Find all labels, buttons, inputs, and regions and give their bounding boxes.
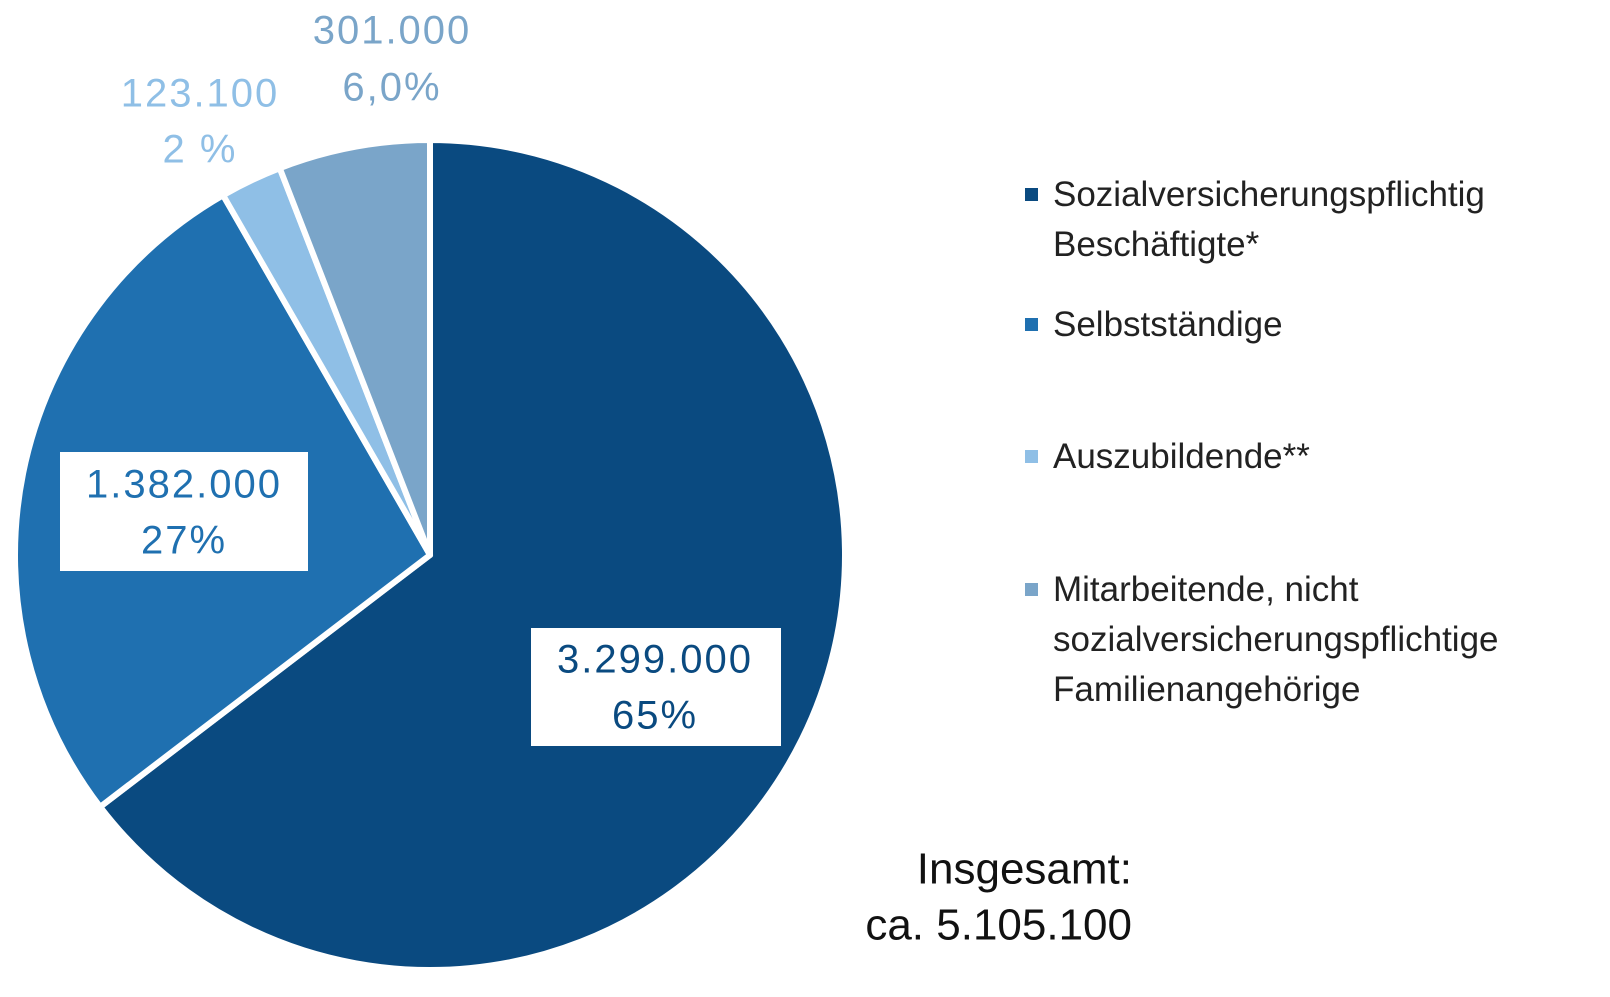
annotation: Insgesamt: [917, 845, 1132, 894]
value-label: 301.000 [313, 9, 472, 53]
percentage-label: 2 % [163, 128, 238, 172]
percentage-label: 6,0% [342, 66, 441, 110]
label-box [531, 628, 781, 746]
label-box [60, 452, 308, 571]
annotation: ca. 5.105.100 [865, 901, 1132, 950]
value-label: 1.382.000 [86, 463, 282, 507]
percentage-label: 65% [612, 694, 698, 738]
legend-label: Sozialversicherungspflichtig Beschäftigt… [1053, 175, 1485, 264]
value-label: 3.299.000 [557, 638, 753, 682]
percentage-label: 27% [141, 519, 227, 563]
pie-slice [276, 137, 433, 558]
legend-marker [1025, 583, 1038, 596]
pie-slice [97, 137, 848, 973]
value-label: 123.100 [121, 72, 280, 116]
legend-marker [1025, 188, 1038, 201]
legend-marker [1025, 450, 1038, 463]
legend-label: Auszubildende** [1053, 437, 1310, 476]
legend-marker [1025, 318, 1038, 331]
legend-label: Mitarbeitende, nicht sozialversicherungs… [1053, 570, 1499, 709]
legend-label: Selbstständige [1053, 305, 1283, 344]
